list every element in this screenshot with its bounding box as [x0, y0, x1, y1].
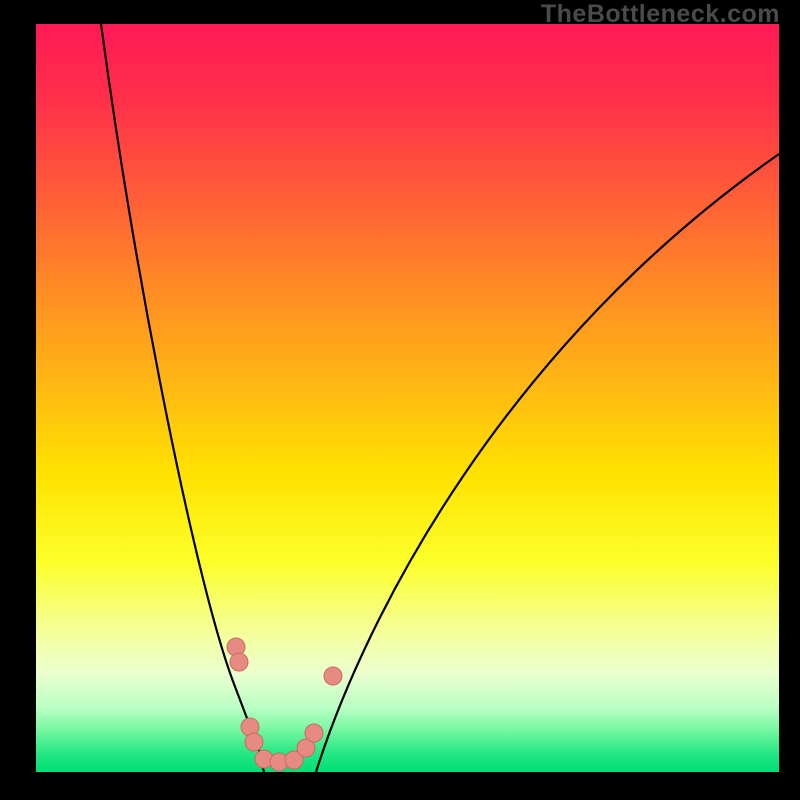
data-marker: [230, 653, 248, 671]
chart-frame: TheBottleneck.com: [0, 0, 800, 800]
chart-svg: [36, 24, 779, 772]
data-marker: [305, 724, 323, 742]
data-marker: [245, 733, 263, 751]
marker-group: [227, 638, 342, 771]
right-curve: [316, 154, 779, 772]
data-marker: [324, 667, 342, 685]
watermark-text: TheBottleneck.com: [541, 0, 780, 29]
plot-area: [36, 24, 779, 772]
